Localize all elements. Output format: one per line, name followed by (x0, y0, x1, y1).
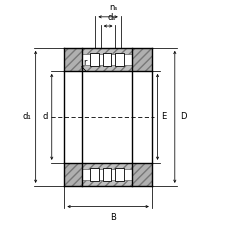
Bar (90, 53, 98, 66)
Text: nₛ: nₛ (109, 3, 117, 12)
Bar (132, 48, 151, 71)
Bar (115, 168, 123, 181)
Bar (102, 53, 111, 66)
Bar (64, 48, 81, 186)
Text: d: d (42, 112, 47, 121)
Bar (64, 163, 81, 186)
Text: r: r (82, 58, 86, 67)
Bar (81, 180, 132, 186)
Text: dₛ: dₛ (107, 13, 115, 22)
Bar (102, 168, 111, 181)
Text: D: D (180, 112, 186, 121)
Text: B: B (109, 213, 115, 223)
Bar (132, 48, 151, 186)
Bar (81, 65, 132, 71)
Bar (81, 163, 132, 169)
Bar (115, 53, 123, 66)
Bar (64, 48, 81, 71)
Bar (90, 168, 98, 181)
Bar (81, 48, 132, 54)
Text: E: E (160, 112, 166, 121)
Text: d₁: d₁ (22, 112, 31, 121)
Bar (132, 163, 151, 186)
